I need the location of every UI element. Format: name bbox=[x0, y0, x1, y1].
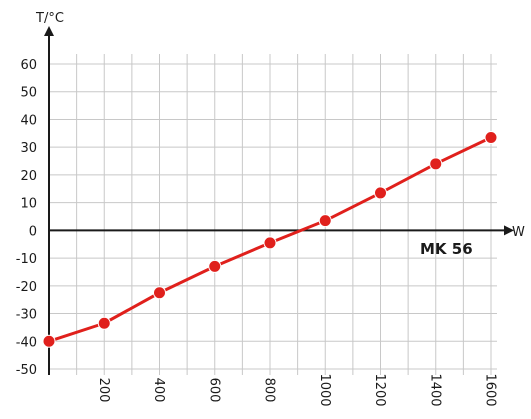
y-axis-label: T/°C bbox=[35, 11, 64, 26]
x-axis-label: W bbox=[512, 225, 525, 240]
y-tick-label: 10 bbox=[20, 197, 37, 212]
tick-labels: 60 50 40 30 20 10 0 -10 -20 -30 -40 -50 200 400 600 800… bbox=[16, 58, 498, 407]
data-series bbox=[42, 130, 498, 348]
y-tick-label: 40 bbox=[20, 113, 37, 128]
y-tick-label: 60 bbox=[20, 58, 37, 73]
data-point bbox=[208, 259, 222, 273]
y-tick-label: -40 bbox=[16, 335, 37, 350]
y-tick-label: 20 bbox=[20, 169, 37, 184]
data-point bbox=[42, 334, 56, 348]
data-point bbox=[263, 236, 277, 250]
data-point bbox=[484, 130, 498, 144]
x-tick-label: 800 bbox=[262, 378, 277, 403]
y-tick-label: 0 bbox=[29, 224, 37, 239]
x-tick-label: 1600 bbox=[483, 373, 498, 406]
y-tick-label: -30 bbox=[16, 308, 37, 323]
grid bbox=[49, 54, 497, 375]
data-point bbox=[153, 286, 166, 300]
y-tick-label: 50 bbox=[20, 86, 37, 101]
model-annotation: MK 56 bbox=[420, 240, 473, 258]
x-tick-label: 1000 bbox=[317, 373, 332, 406]
y-tick-label: -10 bbox=[16, 252, 37, 267]
data-point bbox=[429, 157, 443, 171]
x-tick-label: 1200 bbox=[372, 373, 387, 406]
axes bbox=[44, 26, 514, 375]
x-tick-label: 400 bbox=[151, 378, 166, 403]
x-tick-label: 1400 bbox=[427, 373, 442, 406]
data-point bbox=[318, 214, 332, 228]
x-tick-label: 200 bbox=[96, 378, 111, 403]
data-point bbox=[374, 186, 387, 200]
y-tick-label: -50 bbox=[16, 363, 37, 378]
y-tick-label: -20 bbox=[16, 280, 37, 295]
y-tick-label: 30 bbox=[20, 141, 37, 156]
x-tick-label: 600 bbox=[206, 378, 221, 403]
data-point bbox=[97, 316, 111, 330]
